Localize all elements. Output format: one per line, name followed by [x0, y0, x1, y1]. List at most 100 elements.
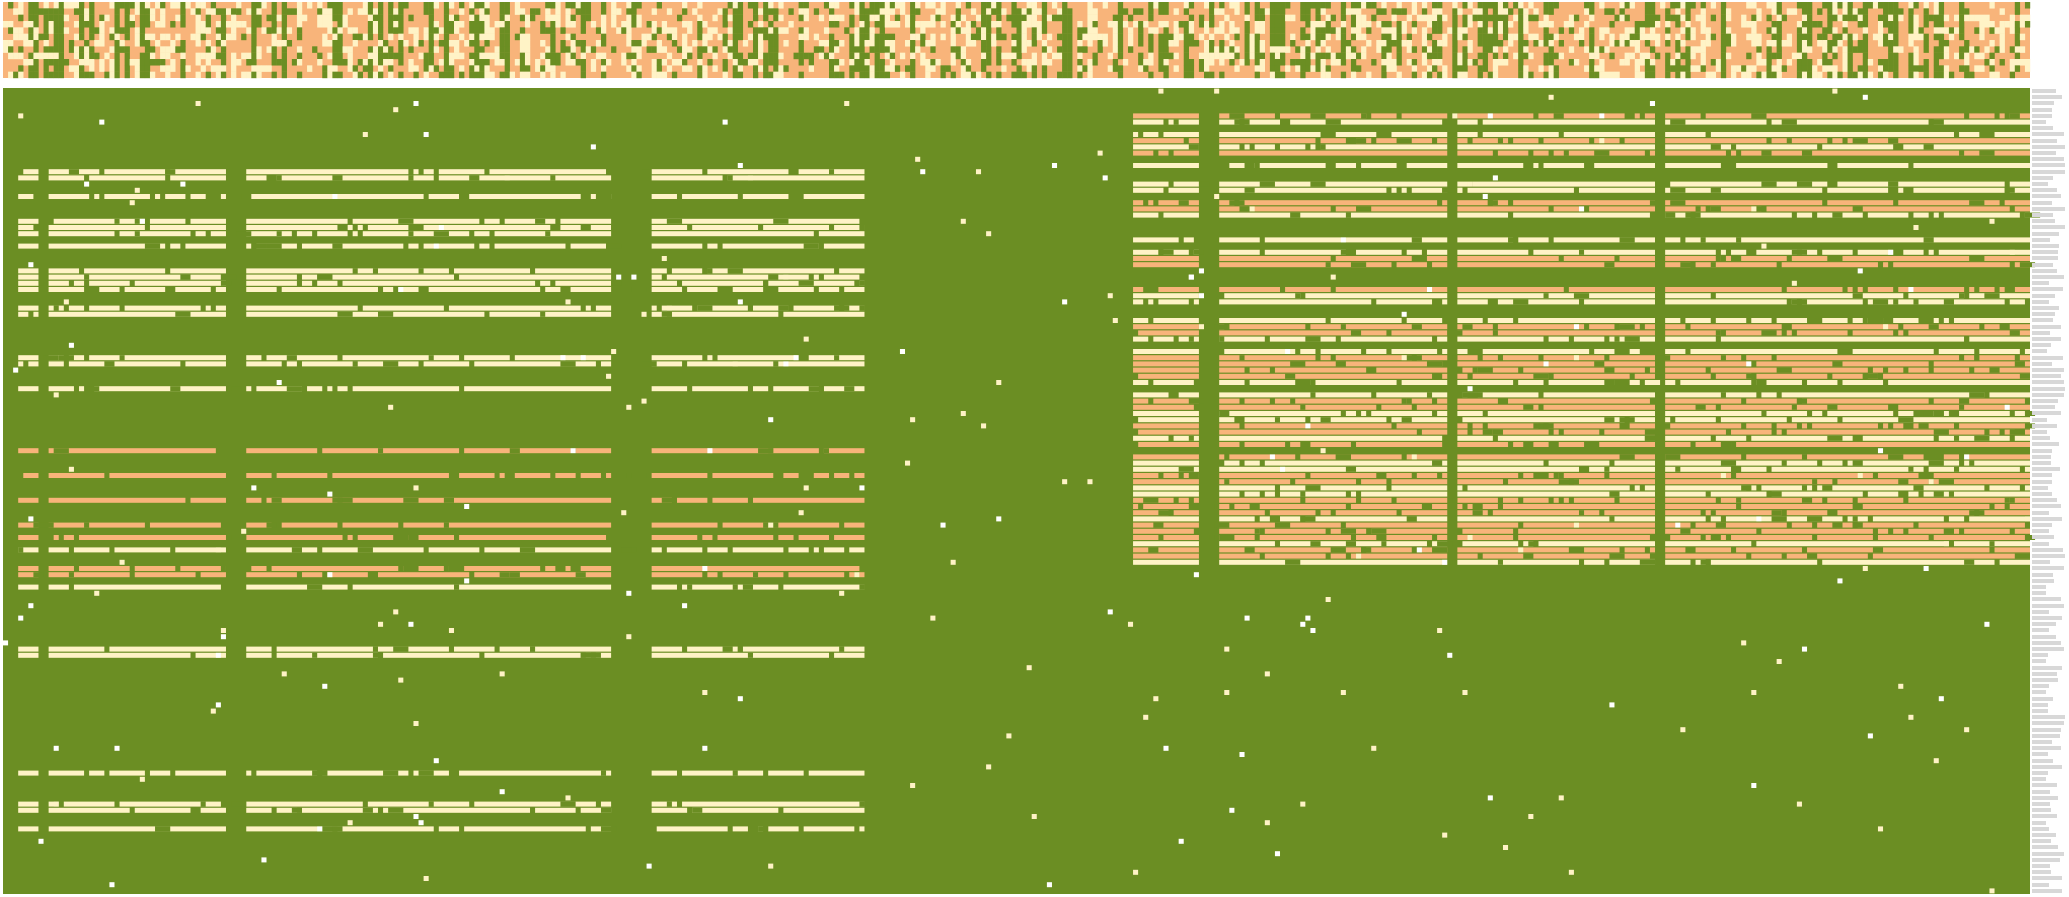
- grid-speck: [2024, 423, 2036, 429]
- grid-cell-orange: [1665, 547, 1686, 553]
- header-cell: [251, 40, 257, 47]
- grid-cell-sparse: [915, 156, 921, 162]
- grid-cell-light: [1938, 349, 1975, 354]
- header-cell: [372, 8, 379, 15]
- grid-cell-orange: [1391, 330, 1448, 336]
- header-cell: [1127, 27, 1134, 34]
- grid-cell-orange: [1665, 361, 1752, 367]
- grid-cell-light: [1710, 516, 1721, 522]
- header-cell: [1163, 71, 1169, 79]
- row-label: [2032, 715, 2065, 720]
- grid-cell-sparse: [418, 820, 424, 826]
- header-cell: [1923, 40, 1929, 47]
- grid-speck: [1959, 293, 1965, 299]
- grid-cell-light: [768, 826, 799, 832]
- grid-speck: [2004, 497, 2010, 503]
- header-cell: [1543, 14, 1549, 22]
- grid-cell-orange: [1898, 287, 1965, 292]
- grid-cell-orange: [1756, 361, 1929, 367]
- grid-cell-sparse: [1578, 206, 1585, 212]
- header-cell: [1340, 40, 1347, 47]
- grid-cell-orange: [1665, 442, 1691, 447]
- header-cell: [565, 59, 571, 66]
- header-cell: [1117, 40, 1124, 47]
- header-cell: [1092, 21, 1098, 28]
- grid-cell-orange: [1219, 497, 1301, 503]
- grid-cell-light: [484, 218, 500, 224]
- header-cell: [879, 33, 885, 41]
- grid-cell-orange: [1153, 398, 1199, 404]
- grid-cell-orange: [606, 473, 612, 478]
- grid-speck: [1791, 404, 1797, 410]
- grid-cell-sparse: [504, 175, 510, 181]
- header-cell: [1751, 14, 1757, 22]
- header-cell: [124, 33, 130, 41]
- header-cell: [1437, 27, 1443, 34]
- header-cell: [1508, 40, 1514, 47]
- header-cell: [8, 71, 14, 79]
- header-cell: [661, 21, 668, 28]
- header-cell: [590, 21, 597, 28]
- grid-cell-sparse: [251, 485, 257, 491]
- grid-cell-sparse: [63, 299, 69, 305]
- grid-cell-orange: [281, 522, 338, 528]
- header-cell: [1442, 40, 1448, 47]
- grid-cell-orange: [1219, 361, 1443, 367]
- header-cell: [1158, 33, 1164, 41]
- header-cell: [332, 71, 338, 79]
- grid-cell-sparse: [1862, 566, 1868, 571]
- header-cell: [1888, 59, 1894, 66]
- header-cell: [1720, 27, 1727, 34]
- grid-speck: [408, 231, 414, 237]
- header-cell: [1396, 33, 1402, 41]
- header-cell: [423, 8, 429, 15]
- header-cell: [1366, 2, 1372, 9]
- header-cell: [1315, 2, 1321, 9]
- grid-speck: [1665, 212, 1676, 218]
- header-cell: [454, 52, 460, 60]
- grid-cell-light: [246, 218, 348, 224]
- header-cell: [1183, 52, 1189, 60]
- header-cell: [540, 40, 546, 47]
- header-cell: [124, 46, 130, 53]
- grid-cell-light: [1888, 380, 2030, 385]
- header-cell: [220, 27, 227, 34]
- header-cell: [1827, 46, 1833, 53]
- header-cell: [1822, 27, 1828, 34]
- header-cell: [1918, 65, 1924, 72]
- header-cell: [1644, 14, 1651, 22]
- grid-cell-light: [1457, 212, 1509, 218]
- header-cell: [215, 52, 222, 60]
- header-cell: [1350, 21, 1357, 28]
- header-cell: [616, 8, 622, 15]
- grid-speck: [337, 497, 353, 503]
- grid-speck: [1376, 132, 1392, 137]
- header-cell: [1700, 65, 1706, 72]
- header-cell: [2014, 33, 2021, 41]
- header-cell: [1183, 33, 1189, 41]
- header-cell: [1305, 21, 1311, 28]
- header-cell: [1188, 59, 1195, 66]
- header-cell: [423, 52, 429, 60]
- header-cell: [1822, 46, 1828, 53]
- header-cell: [1776, 40, 1782, 47]
- header-cell: [682, 52, 688, 60]
- header-cell: [58, 8, 65, 15]
- header-cell: [1300, 33, 1306, 41]
- grid-cell-light: [301, 361, 419, 367]
- grid-cell-orange: [1457, 150, 1493, 156]
- header-cell: [950, 71, 956, 79]
- grid-speck: [1523, 442, 1534, 447]
- grid-cell-sparse: [1675, 522, 1681, 528]
- grid-speck: [1204, 504, 1215, 509]
- header-cell: [1913, 46, 1919, 53]
- grid-cell-light: [1163, 132, 1199, 137]
- grid-cell-light: [707, 243, 718, 249]
- header-cell: [590, 59, 597, 66]
- header-cell: [1731, 40, 1737, 47]
- header-cell: [1188, 65, 1195, 72]
- header-cell: [1421, 27, 1428, 34]
- header-cell: [388, 2, 394, 9]
- header-cell: [1492, 8, 1499, 15]
- header-cell: [1528, 52, 1534, 60]
